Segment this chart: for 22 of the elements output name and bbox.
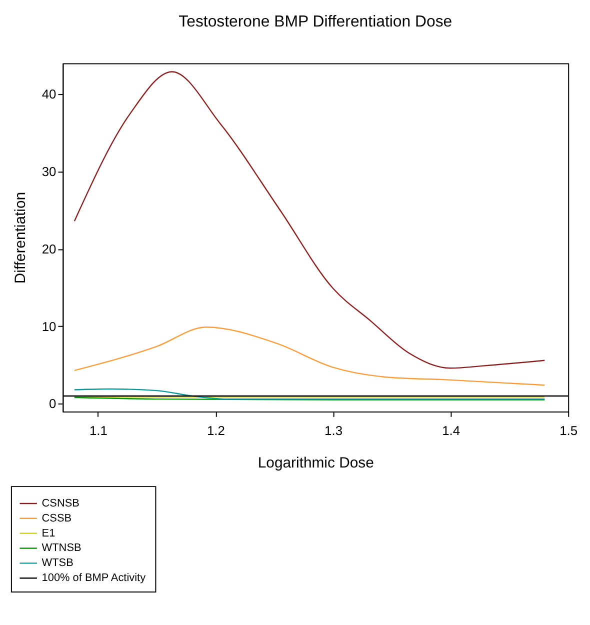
- x-tick-label: 1.1: [89, 422, 108, 438]
- legend-label: WTNSB: [42, 542, 82, 554]
- y-tick-label: 20: [42, 241, 56, 256]
- legend-label: E1: [42, 527, 56, 540]
- y-tick-label: 40: [42, 86, 56, 102]
- x-tick-label: 1.3: [324, 422, 343, 438]
- line-series: [74, 326, 546, 386]
- y-tick-label: 10: [42, 318, 56, 334]
- legend-label: CSSB: [42, 512, 72, 524]
- y-tick-label: 30: [42, 164, 56, 180]
- x-axis-title: Logarithmic Dose: [258, 454, 374, 472]
- line-series: [74, 388, 546, 400]
- x-tick-label: 1.5: [560, 422, 578, 438]
- x-tick-label: 1.4: [442, 422, 460, 438]
- legend-label: CSNSB: [42, 497, 80, 510]
- y-axis-title: Differentiation: [12, 192, 29, 284]
- chart-title: Testosterone BMP Differentiation Dose: [178, 13, 452, 30]
- x-tick-label: 1.2: [207, 422, 225, 438]
- legend-label: 100% of BMP Activity: [42, 572, 146, 584]
- legend-label: WTSB: [42, 557, 74, 570]
- y-tick-label: 0: [49, 396, 56, 412]
- line-series: [74, 71, 546, 369]
